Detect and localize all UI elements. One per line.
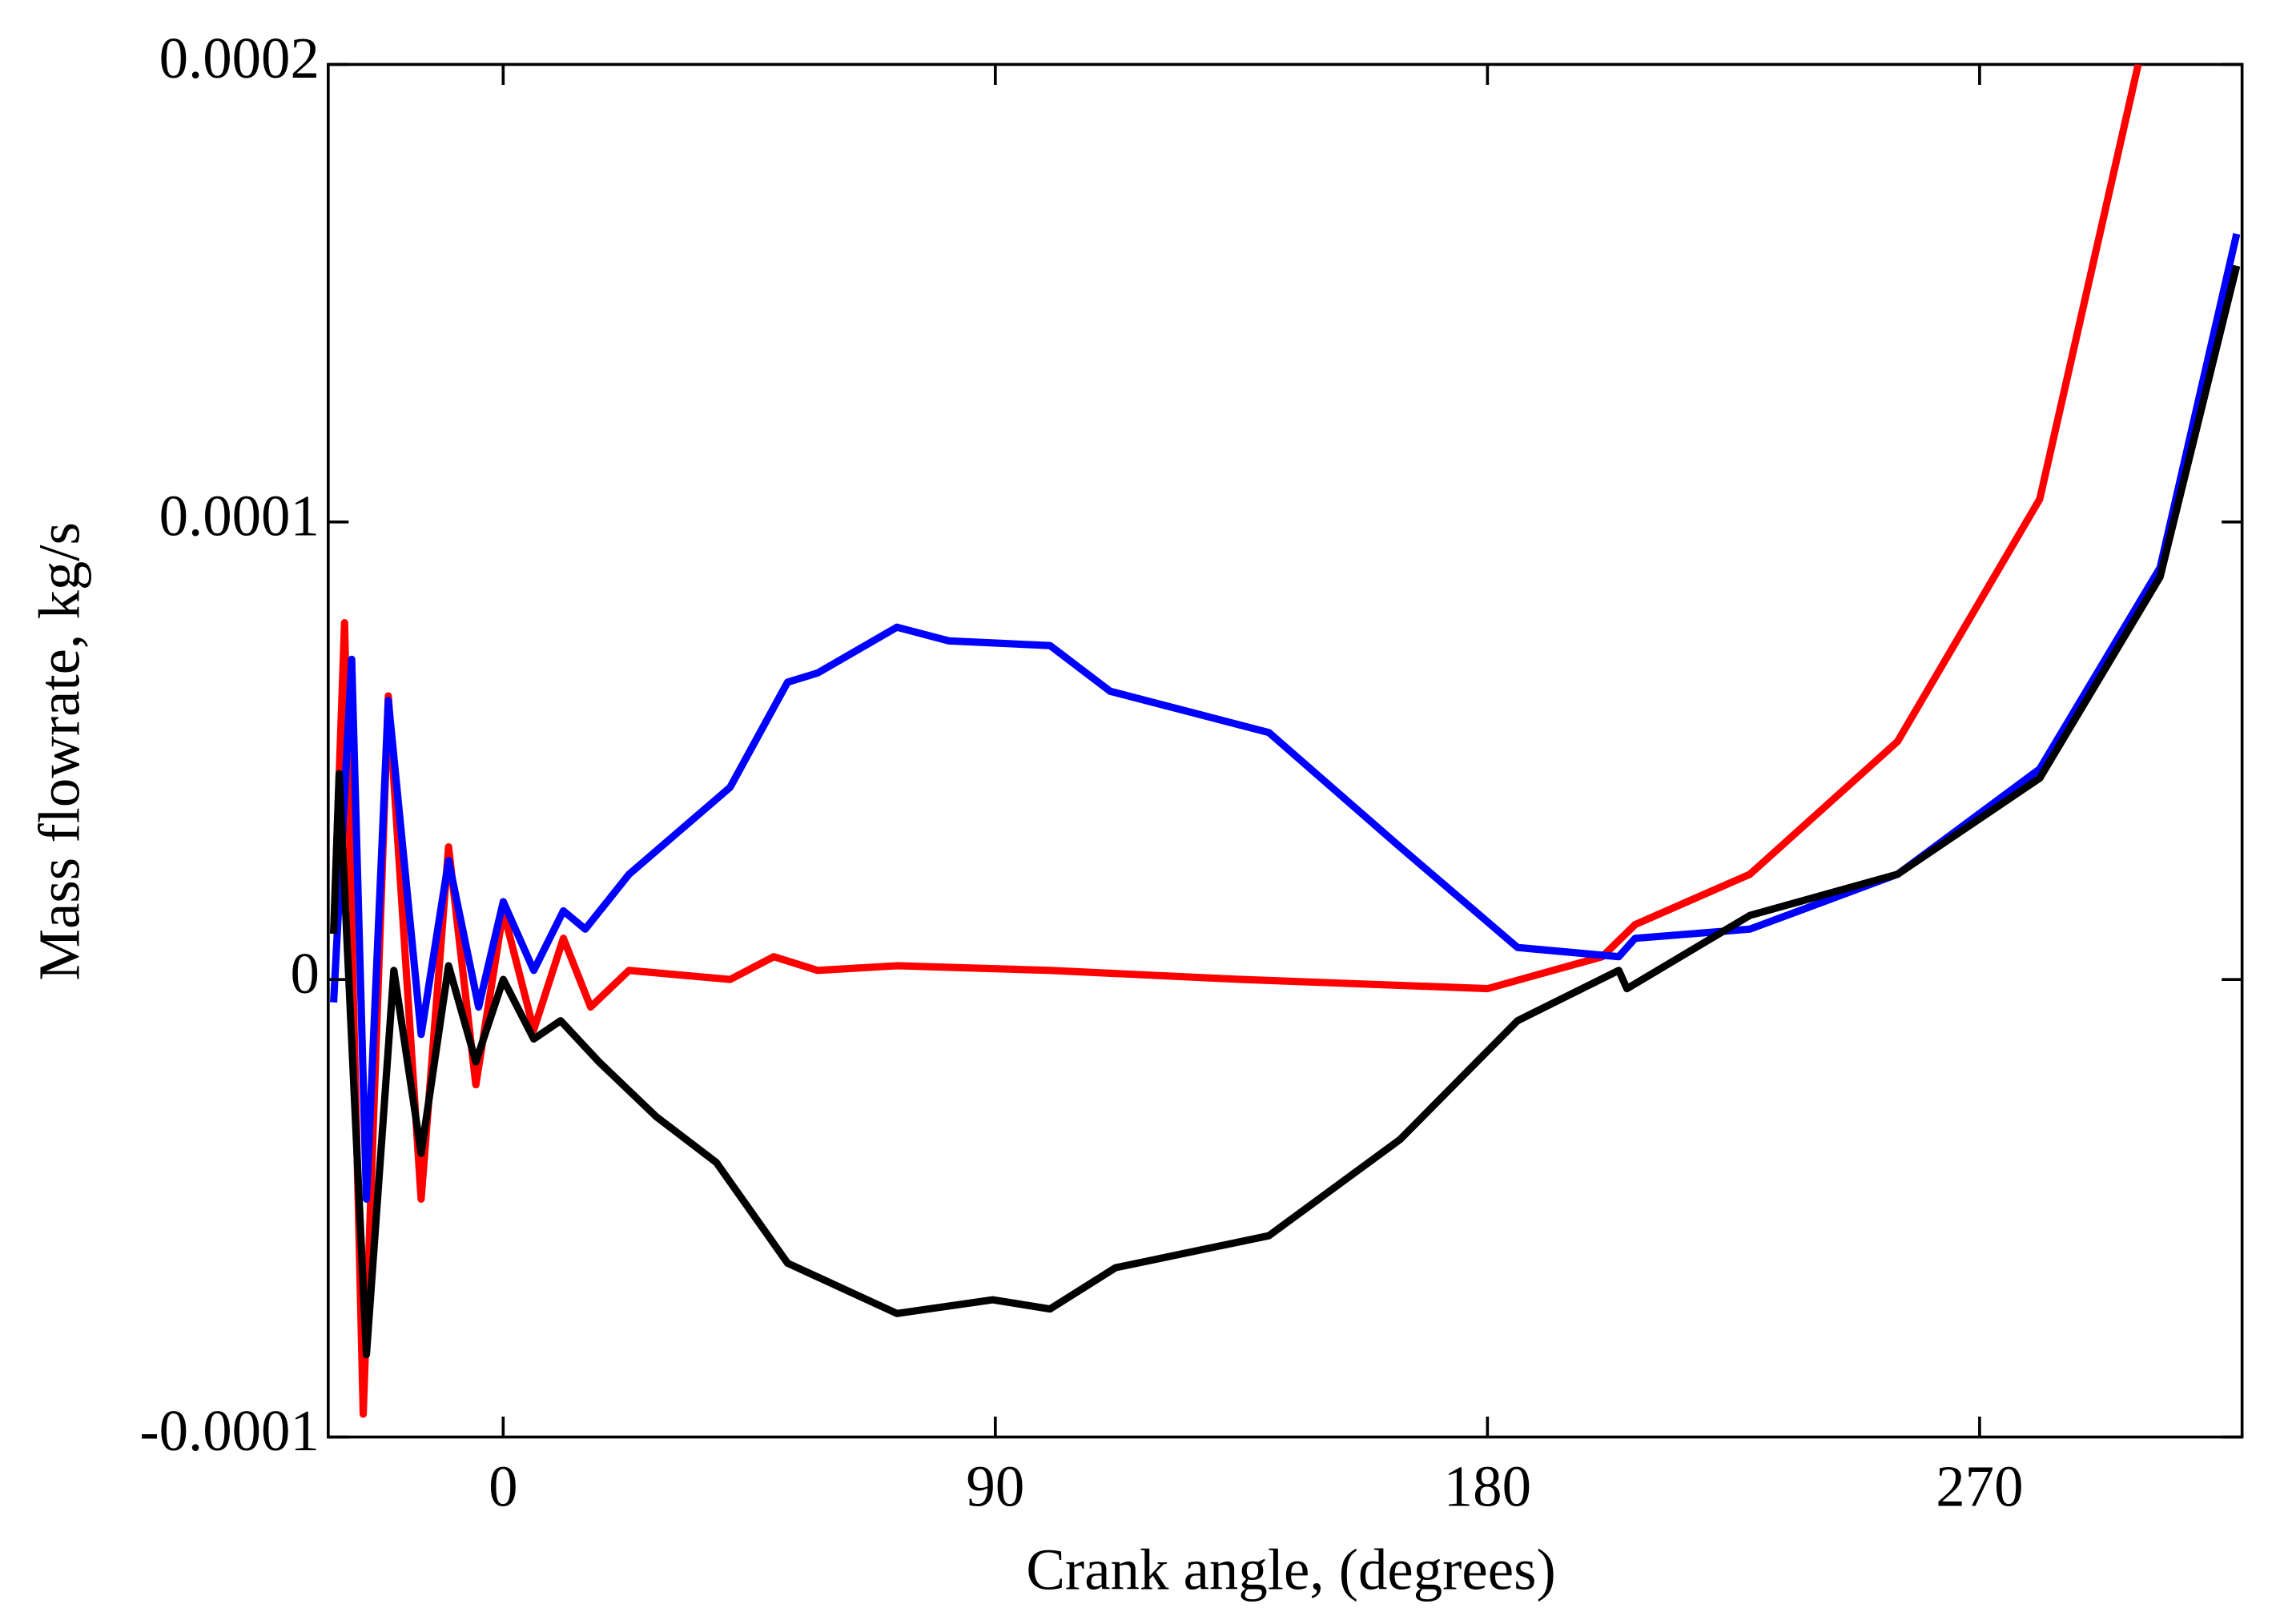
series-line [330,64,2142,1418]
y-tick-label: 0.0001 [159,484,320,549]
x-tick-label: 180 [1444,1453,1531,1518]
x-tick-label: 0 [489,1453,517,1518]
x-tick-label: 90 [966,1453,1024,1518]
plot-frame [327,62,2244,1439]
y-tick-label: 0.0002 [159,26,320,90]
series-line [330,264,2241,1359]
series-line [330,232,2241,1203]
x-axis-label: Crank angle, (degrees) [1026,1537,1555,1602]
plot-area [330,64,2241,1418]
y-axis-label: Mass flowrate, kg/s [27,522,92,981]
y-tick-label: -0.0001 [139,1398,320,1463]
x-tick-label: 270 [1936,1453,2023,1518]
y-tick-label: 0 [290,941,319,1006]
